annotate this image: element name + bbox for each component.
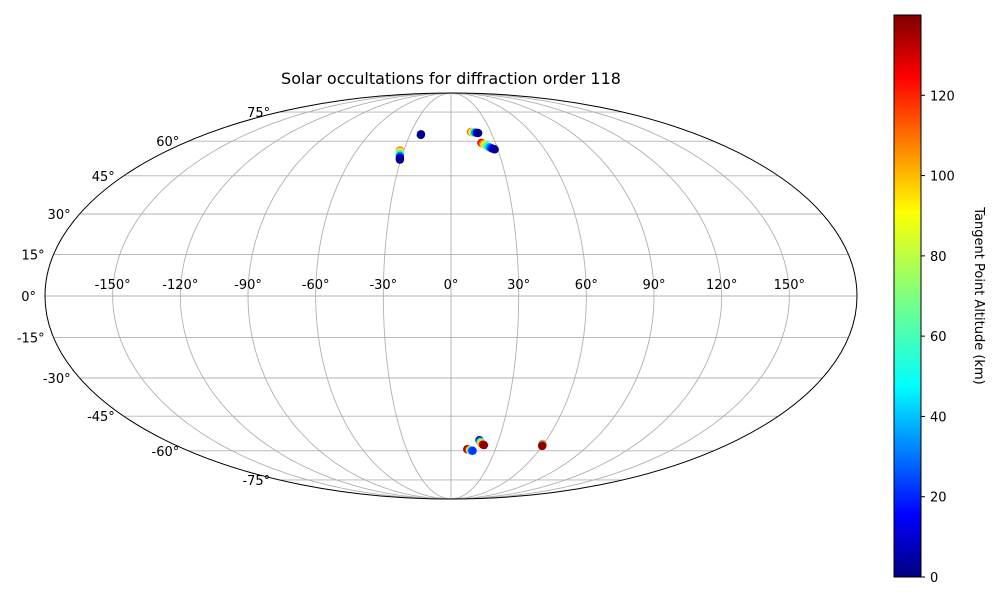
lat-tick-label: 75°: [247, 106, 270, 121]
lon-tick-label: -120°: [162, 278, 198, 293]
colorbar-tick-label: 120: [930, 89, 955, 104]
lon-tick-label: 120°: [706, 278, 737, 293]
map-boundary: [44, 92, 858, 500]
lat-tick-label: 45°: [92, 170, 115, 185]
colorbar-tick-label: 100: [930, 170, 955, 185]
occultation-point: [479, 440, 489, 450]
lon-tick-label: -60°: [302, 278, 330, 293]
colorbar-label: Tangent Point Altitude (km): [971, 206, 986, 384]
colorbar-tick-label: 80: [930, 250, 947, 265]
chart-title: Solar occultations for diffraction order…: [281, 69, 621, 88]
lon-tick-label: -90°: [234, 278, 262, 293]
lat-tick-label: -60°: [152, 445, 180, 460]
colorbar-ticks: 0 20 40 60 80 100 120: [921, 89, 955, 586]
graticule-grid: [45, 93, 857, 499]
lon-tick-label: 90°: [642, 278, 665, 293]
occultation-point: [468, 446, 477, 455]
lon-tick-label: 0°: [444, 278, 459, 293]
occultation-point: [416, 130, 426, 140]
lat-tick-label: 60°: [156, 135, 179, 150]
lat-tick-label: 0°: [21, 290, 36, 305]
colorbar: [893, 14, 922, 578]
occultation-point: [490, 145, 499, 154]
lon-tick-label: -30°: [369, 278, 397, 293]
lat-tick-label: -45°: [87, 410, 115, 425]
occultation-point: [538, 441, 547, 451]
colorbar-tick-label: 20: [930, 491, 947, 506]
lon-tick-label: -150°: [95, 278, 131, 293]
colorbar-tick-label: 0: [930, 571, 938, 586]
lat-tick-label: -30°: [43, 372, 71, 387]
lat-tick-label: -15°: [17, 332, 45, 347]
lon-tick-label: 60°: [575, 278, 598, 293]
colorbar-tick-label: 40: [930, 410, 947, 425]
occultation-points: [395, 127, 547, 455]
lat-tick-label: 15°: [22, 248, 45, 263]
lat-tick-label: -75°: [242, 474, 270, 489]
colorbar-tick-label: 60: [930, 330, 947, 345]
latitude-tick-labels: 75° 60° 45° 30° 15° 0° -15° -30° -45° -60° -75°: [17, 106, 270, 489]
occultation-point: [395, 155, 405, 164]
lon-tick-label: 150°: [774, 278, 805, 293]
longitude-tick-labels: -150° -120° -90° -60° -30° 0° 30° 60° 90° 120° 150…: [95, 278, 805, 293]
lat-tick-label: 30°: [48, 208, 71, 223]
lon-tick-label: 30°: [507, 278, 530, 293]
occultation-point: [473, 128, 483, 138]
